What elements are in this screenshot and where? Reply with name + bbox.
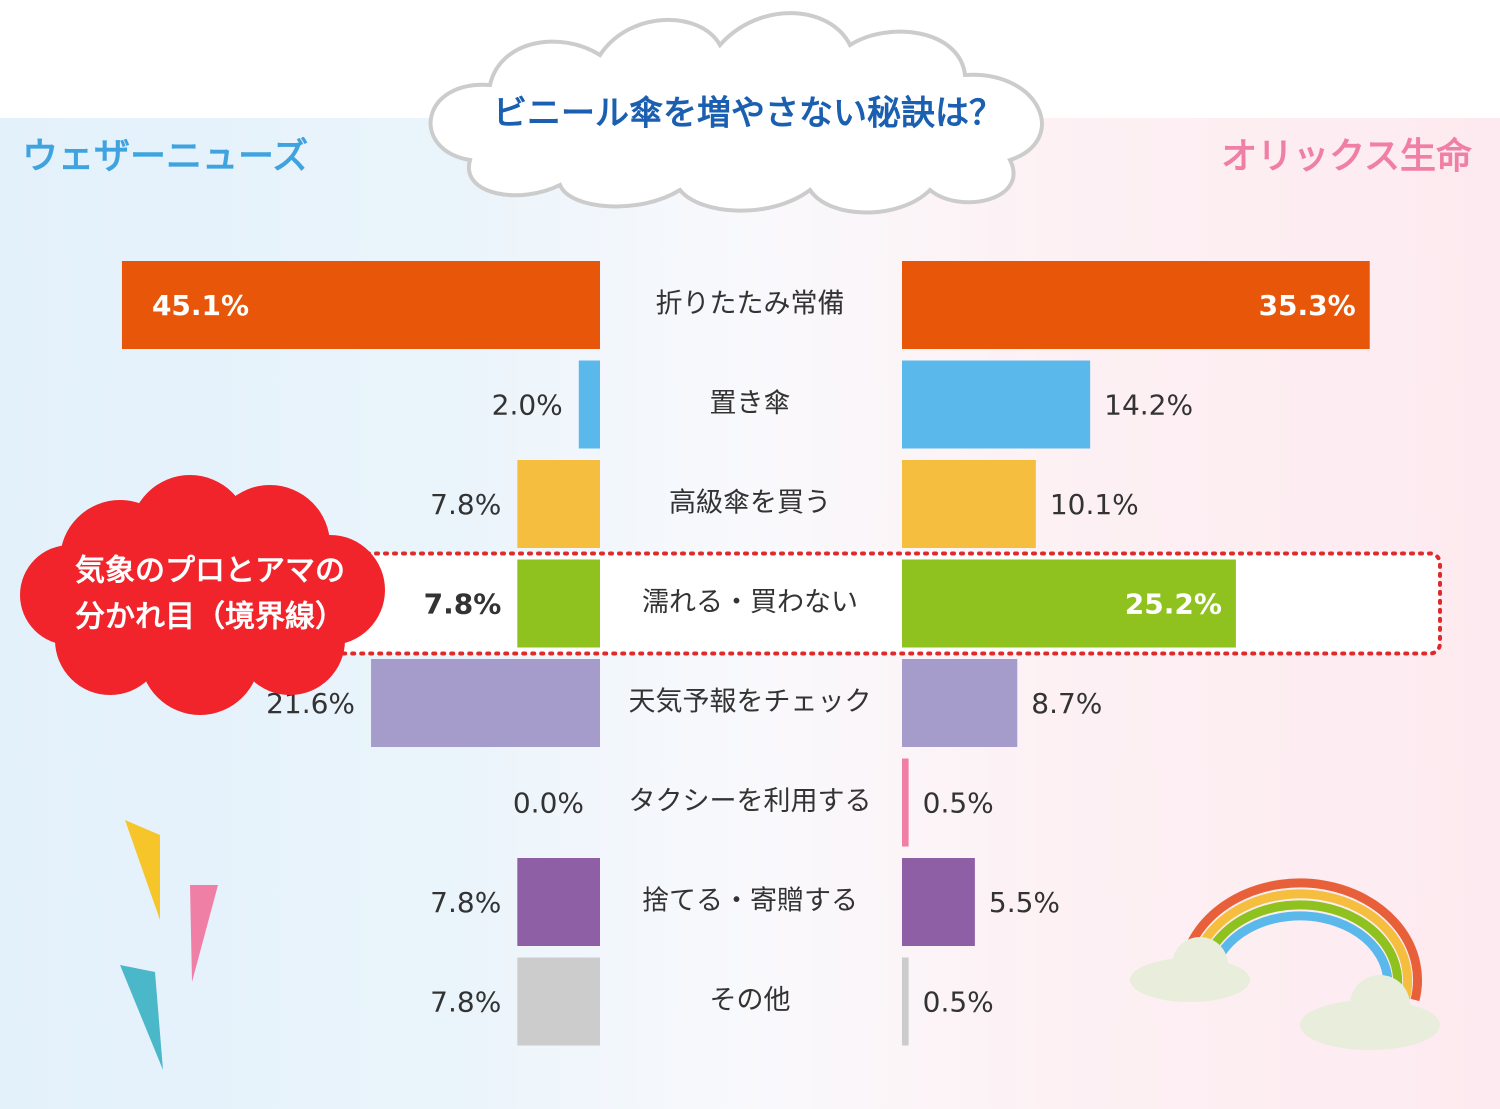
category-label: 折りたたみ常備: [656, 289, 845, 320]
value-label: 0.5%: [923, 986, 994, 1019]
value-label: 25.2%: [1125, 588, 1222, 621]
bar: [902, 559, 1236, 648]
cloud-puff: [20, 545, 120, 645]
title-cloud: [428, 11, 1044, 215]
bar: [371, 659, 600, 747]
bar: [578, 360, 600, 449]
value-label: 7.8%: [430, 886, 501, 919]
bars: 折りたたみ常備 45.1% 35.3% 置き傘 2.0% 14.2% 高級傘を買う 7.8% 1…: [121, 261, 1442, 1046]
small-clouds: [1130, 937, 1440, 1050]
series-name: オリックス生命: [1221, 135, 1472, 177]
category-label: 高級傘を買う: [669, 488, 831, 519]
bar: [121, 261, 600, 349]
bar: [517, 957, 600, 1046]
value-label: 8.7%: [1031, 687, 1102, 720]
bar: [902, 460, 1036, 548]
category-label: 濡れる・買わない: [642, 587, 858, 618]
umbrellas: [120, 820, 218, 1070]
annotation-cloud: [20, 475, 385, 715]
bar: [902, 957, 909, 1046]
annotation: 分かれ目（境界線）: [75, 600, 345, 635]
value-label: 7.8%: [424, 588, 502, 621]
category-label: タクシーを利用する: [629, 786, 872, 817]
category-label: 天気予報をチェック: [629, 687, 872, 718]
rainbow: [1180, 878, 1422, 1002]
cloud-puff: [100, 495, 300, 695]
bar: [517, 858, 600, 946]
bar: [517, 559, 600, 648]
value-label: 35.3%: [1259, 289, 1356, 322]
bar: [902, 758, 909, 847]
value-label: 0.5%: [923, 787, 994, 820]
bar: [902, 659, 1018, 747]
series-name: ウェザーニューズ: [22, 135, 308, 177]
value-label: 2.0%: [492, 389, 563, 422]
category-label: 置き傘: [710, 388, 791, 419]
bar: [902, 858, 975, 946]
category-label: 捨てる・寄贈する: [642, 886, 858, 917]
value-label: 45.1%: [152, 289, 249, 322]
value-label: 10.1%: [1050, 488, 1139, 521]
value-label: 5.5%: [989, 886, 1060, 919]
value-label: 0.0%: [513, 787, 584, 820]
chart-title: ビニール傘を増やさない秘訣は？: [493, 94, 1003, 134]
bar: [517, 460, 600, 548]
annotation: 気象のプロとアマの: [75, 554, 345, 589]
bar: [902, 261, 1370, 349]
bar: [902, 360, 1091, 449]
category-label: その他: [710, 985, 791, 1016]
value-label: 7.8%: [430, 986, 501, 1019]
value-label: 7.8%: [430, 488, 501, 521]
value-label: 14.2%: [1104, 389, 1193, 422]
